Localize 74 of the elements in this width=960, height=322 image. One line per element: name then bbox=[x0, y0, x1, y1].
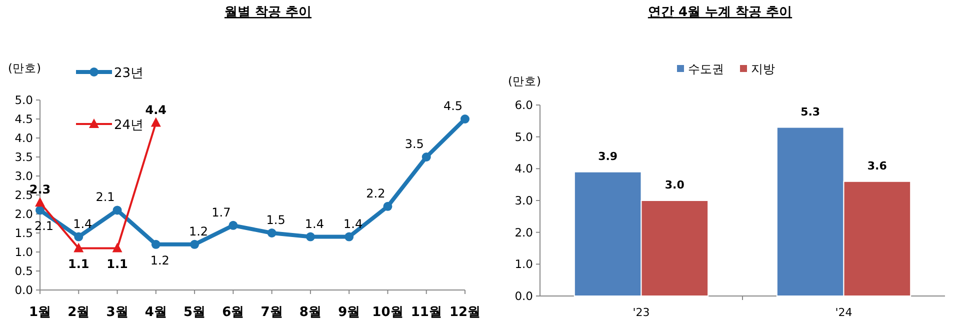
data-label: 1.4 bbox=[73, 216, 92, 231]
x-tick-label: 3월 bbox=[106, 305, 128, 320]
point bbox=[460, 114, 470, 124]
data-label: 2.2 bbox=[366, 186, 386, 200]
y-axis-title: (만호) bbox=[508, 74, 541, 88]
point bbox=[228, 220, 238, 230]
point bbox=[150, 117, 161, 127]
data-label: 1.2 bbox=[150, 253, 170, 268]
y-tick-label: 1.0 bbox=[14, 245, 33, 259]
y-tick-label: 5.0 bbox=[514, 130, 533, 144]
point bbox=[36, 206, 44, 215]
data-label: 4.4 bbox=[145, 102, 167, 117]
x-tick-label: '24 bbox=[835, 306, 852, 319]
x-tick-label: 11월 bbox=[410, 305, 442, 320]
x-tick-label: 12월 bbox=[449, 305, 481, 320]
y-tick-label: 3.0 bbox=[514, 194, 533, 208]
y-tick-label: 4.0 bbox=[514, 162, 533, 176]
y-tick-label: 1.5 bbox=[14, 226, 33, 240]
y-tick-label: 4.5 bbox=[14, 112, 33, 126]
point bbox=[151, 240, 160, 249]
y-tick-label: 1.0 bbox=[514, 257, 533, 272]
point bbox=[74, 232, 84, 242]
legend-label: 지방 bbox=[751, 62, 775, 76]
x-tick-label: 9월 bbox=[338, 305, 360, 320]
data-label: 2.1 bbox=[96, 190, 115, 204]
y-tick-label: 3.5 bbox=[14, 150, 33, 164]
x-tick-label: 1월 bbox=[28, 305, 52, 320]
x-tick-label: 4월 bbox=[144, 305, 167, 320]
y-tick-label: 0.0 bbox=[514, 289, 533, 303]
data-label: 3.9 bbox=[598, 150, 618, 163]
y-tick-label: 0.0 bbox=[14, 283, 33, 297]
y-tick-label: 2.0 bbox=[14, 207, 33, 221]
data-label: 1.1 bbox=[68, 257, 90, 272]
y-tick-label: 4.0 bbox=[14, 131, 33, 145]
data-label: 1.7 bbox=[212, 205, 231, 220]
x-tick-label: 7월 bbox=[260, 305, 283, 320]
point bbox=[112, 206, 122, 215]
legend-label: 23년 bbox=[114, 66, 144, 81]
point bbox=[74, 242, 84, 252]
data-label: 3.0 bbox=[664, 178, 685, 192]
data-label: 5.3 bbox=[800, 105, 820, 118]
x-tick-label: 2월 bbox=[68, 305, 90, 320]
chart-title: 연간 4월 누계 착공 추이 bbox=[648, 5, 792, 20]
x-tick-label: 8월 bbox=[299, 305, 322, 320]
point bbox=[422, 152, 431, 162]
x-tick-label: 10월 bbox=[372, 305, 404, 320]
data-label: 3.6 bbox=[867, 159, 888, 172]
x-tick-label: 5월 bbox=[184, 305, 206, 320]
point bbox=[344, 232, 354, 242]
legend-label: 수도권 bbox=[688, 62, 724, 76]
chart-title: 월별 착공 추이 bbox=[224, 5, 312, 20]
point bbox=[383, 202, 392, 211]
data-label: 2.1 bbox=[34, 219, 54, 234]
y-axis-title: (만호) bbox=[8, 61, 41, 75]
data-label: 1.4 bbox=[344, 216, 363, 231]
legend-label: 24년 bbox=[114, 118, 144, 133]
data-label: 1.2 bbox=[189, 224, 208, 238]
point bbox=[190, 240, 200, 249]
y-tick-label: 6.0 bbox=[514, 98, 533, 112]
point bbox=[112, 242, 122, 252]
point bbox=[35, 197, 45, 207]
x-tick-label: 6월 bbox=[222, 305, 244, 320]
y-tick-label: 2.0 bbox=[514, 225, 533, 240]
y-tick-label: 5.0 bbox=[14, 93, 33, 107]
x-tick-label: '23 bbox=[632, 306, 650, 319]
y-tick-label: 0.5 bbox=[14, 264, 33, 278]
data-label: 4.5 bbox=[443, 99, 463, 113]
point bbox=[306, 232, 315, 242]
data-label: 1.4 bbox=[304, 216, 324, 231]
data-label: 3.5 bbox=[404, 137, 424, 151]
data-label: 1.1 bbox=[106, 257, 128, 272]
data-label: 1.5 bbox=[266, 213, 286, 227]
y-tick-label: 3.0 bbox=[14, 169, 33, 183]
point bbox=[267, 228, 276, 238]
